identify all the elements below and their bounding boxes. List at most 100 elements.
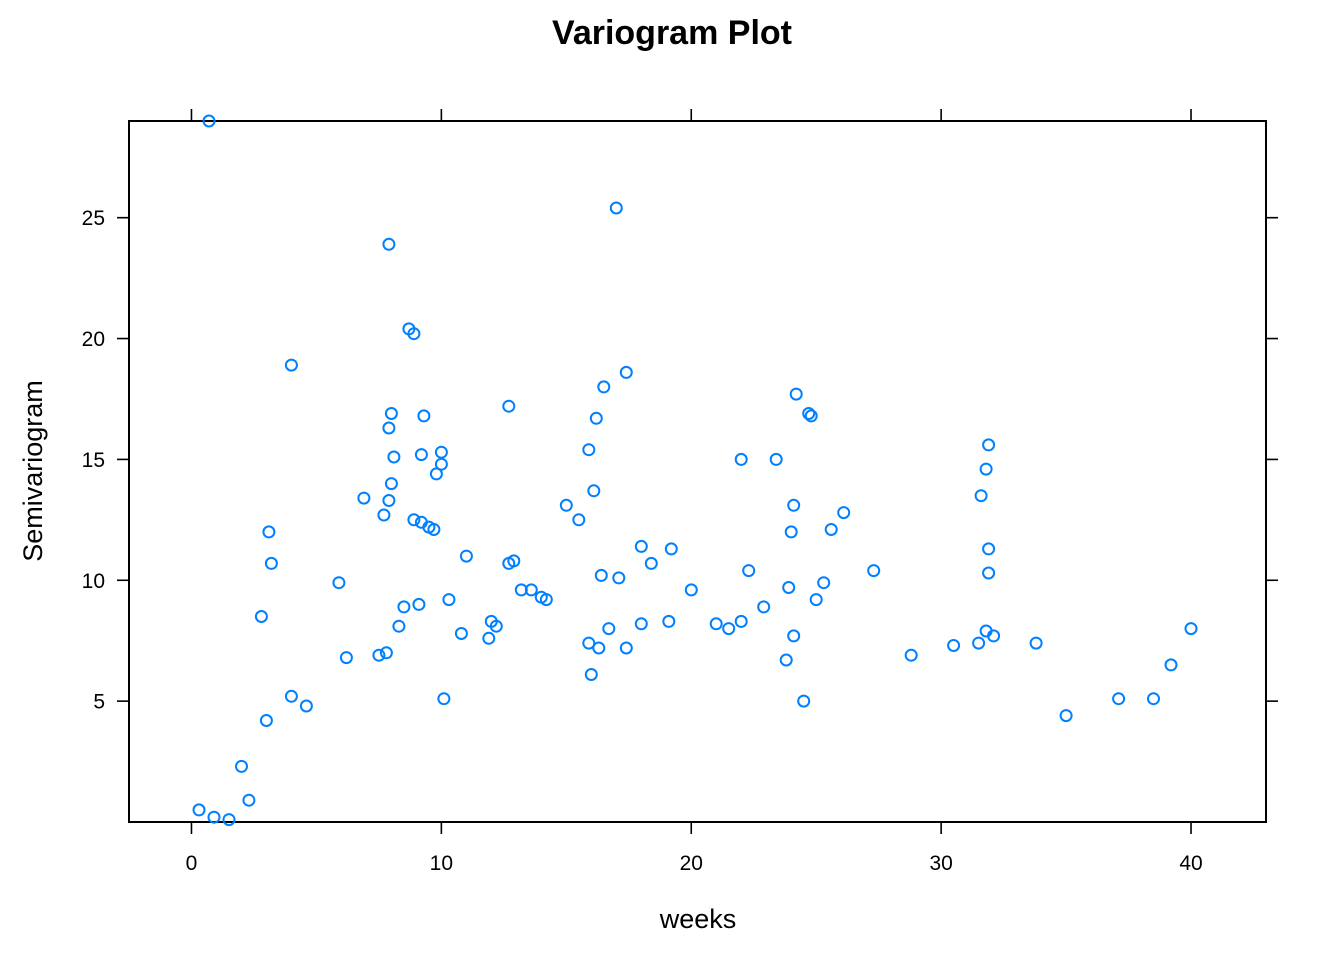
data-point (589, 411, 603, 425)
data-point (619, 641, 633, 655)
data-point (684, 583, 698, 597)
chart-title: Variogram Plot (552, 14, 792, 52)
data-point (254, 610, 268, 623)
data-point (644, 556, 658, 570)
data-point (584, 668, 598, 681)
x-tick-label: 10 (430, 852, 453, 875)
x-tick-label: 40 (1179, 852, 1202, 875)
data-point (979, 462, 993, 476)
y-tick-label: 20 (82, 328, 105, 351)
data-point (982, 542, 996, 556)
data-point (412, 597, 426, 611)
data-point (262, 525, 276, 539)
y-axis-label: Semivariogram (18, 380, 48, 562)
data-point (734, 614, 748, 628)
data-point (804, 409, 818, 423)
data-point (382, 421, 396, 435)
data-point (1059, 709, 1073, 723)
data-point (1147, 692, 1160, 706)
data-point (387, 450, 401, 464)
data-point (809, 593, 823, 607)
data-point (434, 445, 448, 459)
data-point (797, 694, 811, 708)
data-point (784, 525, 798, 539)
data-point (192, 803, 206, 817)
axis-ticks: 0 10 20 30 40 5 10 15 20 25 (82, 109, 1278, 875)
data-point (284, 358, 298, 372)
y-tick-label: 25 (82, 207, 105, 230)
data-point (384, 477, 398, 491)
data-point (407, 327, 421, 341)
data-point (442, 593, 456, 607)
data-point (264, 556, 278, 570)
data-point (982, 566, 996, 580)
data-point (972, 636, 986, 650)
data-point (974, 489, 988, 503)
data-point (502, 399, 516, 413)
data-point (382, 494, 396, 507)
data-point (982, 438, 996, 452)
data-point (787, 498, 801, 512)
data-point (619, 365, 633, 379)
data-point (602, 622, 616, 636)
data-point (284, 689, 298, 703)
data-point (789, 387, 803, 401)
x-tick-label: 0 (186, 852, 198, 875)
data-point (242, 793, 256, 807)
data-point (299, 699, 313, 713)
data-point (414, 448, 428, 462)
data-point (664, 542, 678, 556)
data-point (207, 810, 221, 824)
data-point (437, 692, 451, 706)
data-point (377, 508, 391, 522)
data-point (1184, 622, 1198, 636)
data-point (572, 513, 586, 527)
data-point (417, 409, 431, 423)
data-point (339, 651, 353, 665)
data-point (514, 583, 528, 597)
data-point (787, 629, 801, 643)
data-point (222, 813, 236, 827)
data-point (594, 568, 608, 582)
data-point (357, 491, 371, 505)
data-point (259, 714, 273, 727)
data-point (612, 571, 626, 585)
data-point (609, 201, 623, 215)
data-point (1112, 692, 1126, 706)
data-point (454, 627, 468, 640)
data-point (1029, 636, 1043, 650)
data-point (382, 237, 396, 251)
x-tick-label: 30 (929, 852, 952, 875)
data-point (592, 641, 606, 655)
data-point (837, 506, 851, 520)
data-point (817, 576, 831, 590)
data-point (559, 498, 573, 512)
data-point (587, 484, 601, 498)
data-point (407, 513, 421, 527)
data-point (779, 653, 793, 667)
y-tick-label: 10 (82, 570, 105, 593)
y-tick-label: 5 (93, 691, 105, 714)
data-point (734, 452, 748, 466)
data-point (802, 407, 816, 420)
data-point (634, 617, 648, 631)
data-point (867, 564, 881, 578)
data-point (662, 614, 676, 628)
data-point (742, 564, 756, 578)
x-axis-label: weeks (659, 904, 737, 934)
data-point (384, 407, 398, 420)
data-point (582, 443, 596, 457)
data-point (757, 600, 771, 614)
data-point (769, 452, 783, 466)
data-point (235, 759, 248, 773)
data-point (392, 619, 406, 633)
data-point (539, 593, 553, 607)
data-point (722, 622, 736, 636)
data-point (489, 619, 503, 633)
data-point (429, 467, 443, 481)
data-point (947, 639, 961, 652)
data-point (482, 631, 496, 645)
plot-frame (128, 120, 1267, 823)
y-tick-label: 15 (82, 449, 105, 472)
